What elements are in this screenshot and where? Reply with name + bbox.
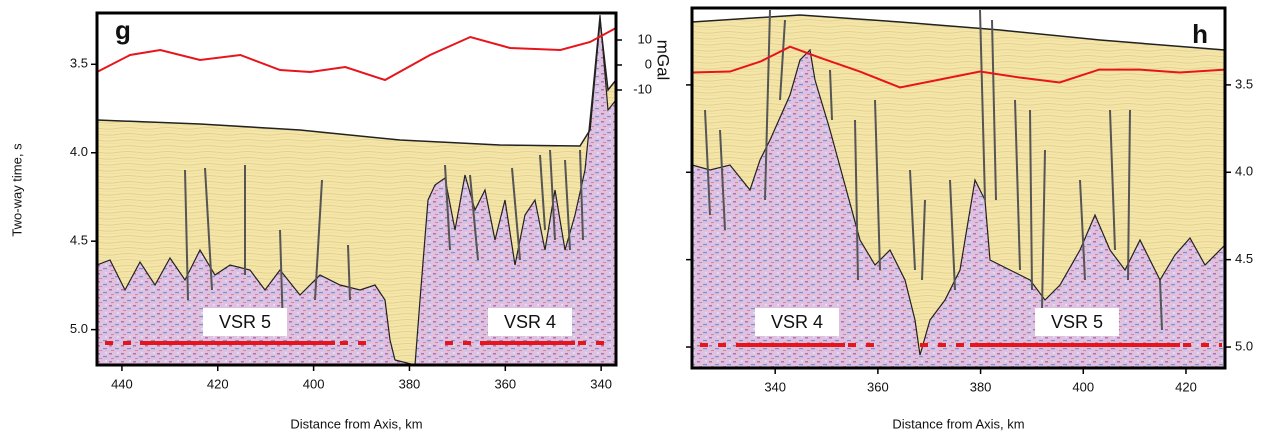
y-tick-label: 5.0 — [1235, 338, 1253, 353]
gravity-line — [692, 45, 1225, 89]
panel-label: h — [1192, 19, 1208, 49]
x-tick-label: 420 — [1175, 379, 1197, 394]
annotation: VSR 4 — [504, 312, 556, 332]
annotation: VSR 4 — [771, 312, 823, 332]
y-tick-label: 4.5 — [1235, 251, 1253, 266]
y2-tick-label: 10 — [638, 31, 652, 46]
plot-frame — [690, 6, 1227, 370]
x-tick-label: 400 — [303, 376, 325, 391]
seismic-image — [692, 9, 1225, 368]
x-tick-label: 340 — [590, 376, 612, 391]
y-tick-label: 4.5 — [70, 233, 88, 248]
annotation: VSR 5 — [1051, 312, 1103, 332]
x-tick-label: 360 — [867, 379, 889, 394]
annotation-box — [203, 308, 287, 336]
y2-axis-label: mGal — [654, 40, 673, 81]
panel-label: g — [115, 15, 131, 45]
y-axis-label: Two-way time, s — [9, 143, 24, 237]
y-tick-label: 4.0 — [70, 144, 88, 159]
x-tick-label: 340 — [764, 379, 786, 394]
y-tick-label: 3.5 — [70, 56, 88, 71]
annotation-box — [1035, 308, 1119, 336]
x-tick-label: 360 — [494, 376, 516, 391]
seismic-image — [97, 14, 616, 365]
annotation-box — [488, 308, 572, 336]
track-line — [105, 341, 1222, 347]
x-tick-label: 380 — [399, 376, 421, 391]
x-tick-label: 400 — [1072, 379, 1094, 394]
x-axis-label: Distance from Axis, km — [892, 416, 1024, 431]
annotation: VSR 5 — [219, 312, 271, 332]
y2-tick-label: 0 — [645, 56, 652, 71]
annotation-box — [755, 308, 839, 336]
gravity-line — [97, 27, 616, 82]
x-tick-label: 420 — [207, 376, 229, 391]
plot-frame — [95, 11, 618, 367]
x-axis-label: Distance from Axis, km — [290, 416, 422, 431]
y-tick-label: 4.0 — [1235, 164, 1253, 179]
y-tick-label: 3.5 — [1235, 76, 1253, 91]
x-tick-label: 380 — [970, 379, 992, 394]
x-tick-label: 440 — [111, 376, 133, 391]
y-tick-label: 5.0 — [70, 321, 88, 336]
y2-tick-label: -10 — [633, 81, 652, 96]
